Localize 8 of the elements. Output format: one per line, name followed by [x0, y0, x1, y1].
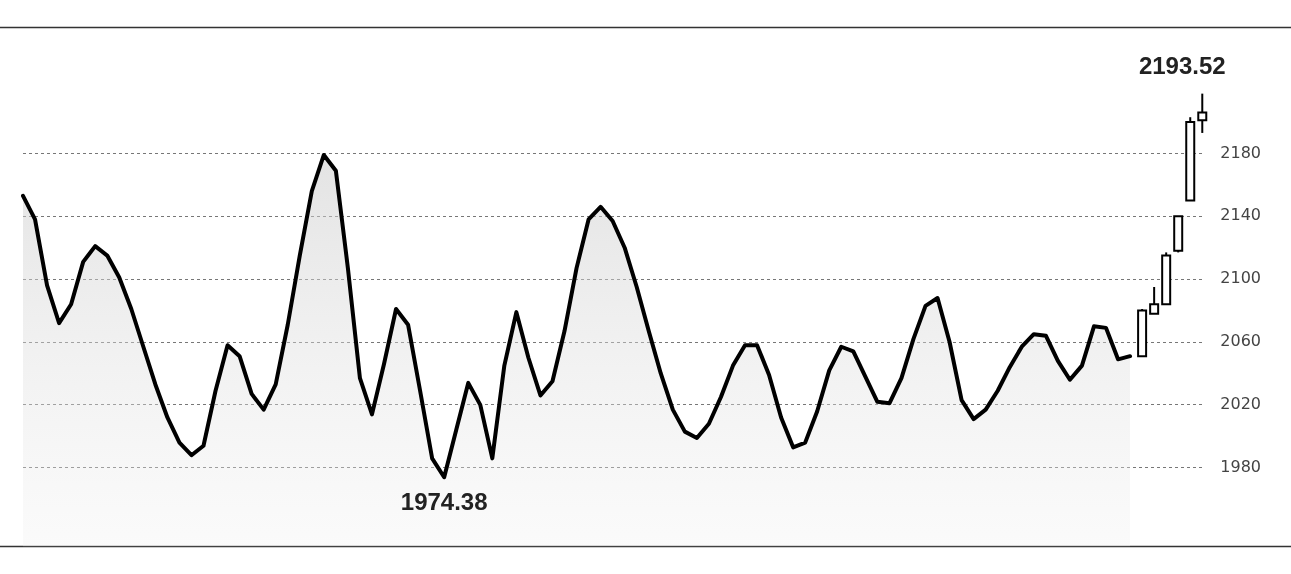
y-tick-label: 2180: [1220, 142, 1261, 162]
y-tick-label: 2100: [1220, 268, 1261, 288]
y-tick-label: 2140: [1220, 205, 1261, 225]
y-tick-label: 1980: [1220, 456, 1261, 476]
annotation: 1974.38: [400, 487, 488, 515]
y-tick-label: 2060: [1220, 331, 1261, 351]
y-tick-label: 2020: [1220, 394, 1261, 414]
annotation: 2193.52: [1138, 52, 1226, 80]
